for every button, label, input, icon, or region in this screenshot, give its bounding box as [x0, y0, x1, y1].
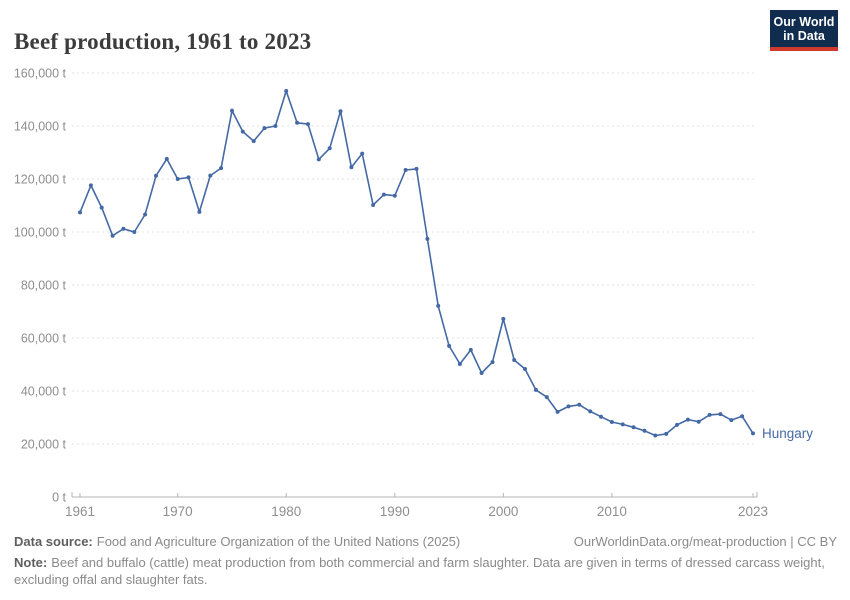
- data-point[interactable]: [468, 347, 473, 352]
- x-tick-label: 2000: [488, 504, 518, 519]
- data-point[interactable]: [78, 210, 82, 215]
- data-point[interactable]: [360, 151, 365, 156]
- data-point[interactable]: [381, 192, 386, 197]
- owid-logo[interactable]: Our World in Data: [770, 10, 838, 51]
- data-point[interactable]: [501, 316, 506, 321]
- data-point[interactable]: [751, 431, 755, 436]
- data-point[interactable]: [121, 226, 126, 231]
- data-point[interactable]: [696, 419, 701, 424]
- data-point[interactable]: [675, 422, 679, 427]
- data-point[interactable]: [349, 165, 354, 170]
- data-point[interactable]: [436, 303, 441, 308]
- data-point[interactable]: [273, 124, 278, 128]
- data-point[interactable]: [512, 358, 517, 362]
- data-point[interactable]: [631, 425, 636, 430]
- data-point[interactable]: [295, 120, 300, 125]
- data-point[interactable]: [566, 404, 571, 409]
- y-tick-label: 100,000 t: [14, 226, 67, 240]
- data-point[interactable]: [284, 89, 289, 93]
- data-point[interactable]: [143, 212, 148, 217]
- data-point[interactable]: [306, 122, 310, 127]
- data-point[interactable]: [718, 412, 723, 417]
- data-point[interactable]: [457, 362, 462, 366]
- note-label: Note:: [14, 555, 48, 570]
- y-tick-label: 140,000 t: [14, 120, 67, 134]
- data-point[interactable]: [338, 109, 343, 114]
- y-tick-label: 120,000 t: [14, 173, 67, 187]
- data-point[interactable]: [208, 173, 213, 178]
- data-point[interactable]: [164, 156, 169, 161]
- data-point[interactable]: [110, 233, 115, 238]
- data-point[interactable]: [99, 205, 104, 210]
- x-tick-label: 1961: [65, 504, 95, 519]
- data-point[interactable]: [403, 168, 408, 172]
- data-point[interactable]: [316, 157, 321, 162]
- data-point[interactable]: [371, 203, 376, 207]
- data-point[interactable]: [240, 129, 245, 134]
- chart-footer: Data source: Food and Agriculture Organiz…: [14, 534, 837, 588]
- data-point[interactable]: [642, 428, 647, 433]
- data-point[interactable]: [707, 412, 712, 417]
- data-point[interactable]: [197, 209, 202, 214]
- data-point[interactable]: [729, 418, 734, 423]
- data-point[interactable]: [447, 343, 452, 348]
- data-point[interactable]: [479, 371, 484, 375]
- data-point[interactable]: [588, 409, 593, 414]
- data-point[interactable]: [620, 422, 625, 427]
- data-point[interactable]: [262, 126, 267, 131]
- data-point[interactable]: [533, 387, 538, 392]
- data-point[interactable]: [555, 409, 560, 414]
- data-point[interactable]: [219, 166, 224, 171]
- data-source-label: Data source:: [14, 534, 93, 549]
- data-point[interactable]: [664, 431, 669, 436]
- data-point[interactable]: [186, 175, 191, 180]
- note-text: Beef and buffalo (cattle) meat productio…: [14, 555, 825, 587]
- y-tick-label: 0 t: [52, 491, 66, 505]
- y-tick-label: 60,000 t: [21, 332, 67, 346]
- data-point[interactable]: [392, 193, 397, 198]
- data-point[interactable]: [425, 236, 430, 241]
- data-point[interactable]: [740, 414, 745, 419]
- x-tick-label: 1990: [380, 504, 410, 519]
- x-tick-label: 2023: [738, 504, 768, 519]
- owid-citation-link[interactable]: OurWorldinData.org/meat-production | CC …: [573, 534, 837, 549]
- note-line: Note: Beef and buffalo (cattle) meat prod…: [14, 555, 837, 588]
- data-point[interactable]: [414, 166, 419, 171]
- data-point[interactable]: [230, 108, 234, 113]
- data-point[interactable]: [175, 177, 180, 181]
- chart-title: Beef production, 1961 to 2023: [14, 29, 312, 55]
- data-point[interactable]: [599, 414, 603, 419]
- y-tick-label: 160,000 t: [14, 67, 67, 81]
- y-tick-label: 80,000 t: [21, 279, 67, 293]
- data-source-text: Food and Agriculture Organization of the…: [96, 534, 461, 549]
- owid-logo-line2: in Data: [783, 28, 825, 43]
- data-source-line: Data source: Food and Agriculture Organiz…: [14, 534, 460, 549]
- data-point[interactable]: [653, 433, 658, 438]
- data-point[interactable]: [154, 173, 158, 178]
- hungary-line[interactable]: [79, 90, 754, 437]
- data-point[interactable]: [577, 402, 582, 407]
- data-point[interactable]: [523, 367, 527, 371]
- data-point[interactable]: [544, 395, 549, 400]
- y-tick-label: 20,000 t: [21, 438, 67, 452]
- x-tick-label: 1970: [163, 504, 193, 519]
- data-point[interactable]: [327, 146, 332, 151]
- x-tick-label: 1980: [271, 504, 301, 519]
- y-tick-label: 40,000 t: [21, 385, 67, 399]
- data-point[interactable]: [490, 360, 495, 365]
- entity-label[interactable]: Hungary: [762, 426, 813, 441]
- data-point[interactable]: [88, 183, 93, 188]
- data-point[interactable]: [685, 417, 690, 422]
- data-point[interactable]: [251, 139, 256, 144]
- data-point[interactable]: [609, 420, 614, 424]
- x-tick-label: 2010: [597, 504, 627, 519]
- data-point[interactable]: [132, 230, 137, 234]
- owid-logo-line1: Our World: [773, 14, 835, 29]
